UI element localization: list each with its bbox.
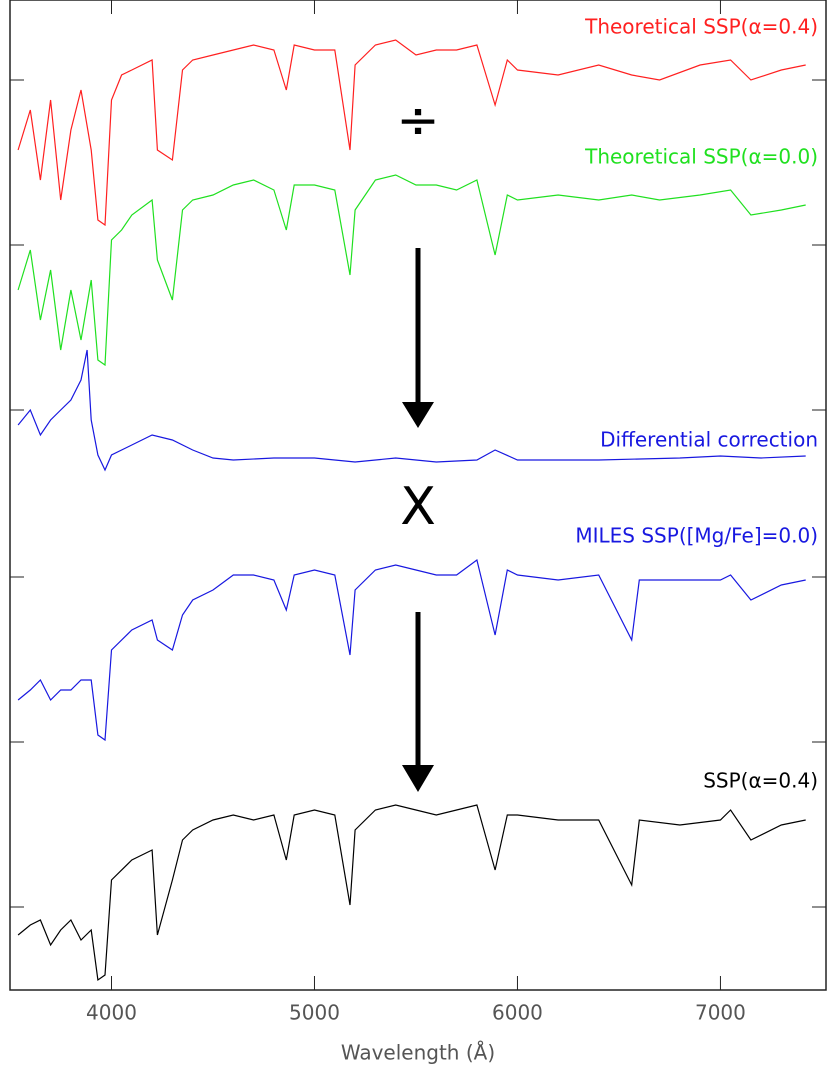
operator-multiply: X [400, 477, 436, 537]
series-label: Theoretical SSP(α=0.4) [584, 15, 818, 39]
x-tick-label: 5000 [289, 1001, 340, 1025]
x-tick-label: 7000 [695, 1001, 746, 1025]
spectrum-line [17, 349, 806, 472]
series-label: Theoretical SSP(α=0.0) [584, 145, 818, 169]
series-label: Differential correction [600, 428, 818, 452]
spectrum-line [17, 174, 806, 367]
series-label: MILES SSP([Mg/Fe]=0.0) [575, 524, 818, 548]
plot-frame [9, 0, 827, 991]
spectrum-line [17, 804, 806, 982]
arrow-head [402, 402, 434, 428]
x-tick-label: 6000 [492, 1001, 543, 1025]
x-tick-label: 4000 [86, 1001, 137, 1025]
operator-divide: ÷ [396, 91, 440, 151]
arrow-head [402, 765, 434, 792]
arrows [402, 248, 434, 792]
x-axis-label: Wavelength (Å) [341, 1041, 495, 1065]
series-label: SSP(α=0.4) [703, 769, 818, 793]
spectrum-line [17, 39, 806, 227]
spectrum-line [17, 558, 806, 742]
